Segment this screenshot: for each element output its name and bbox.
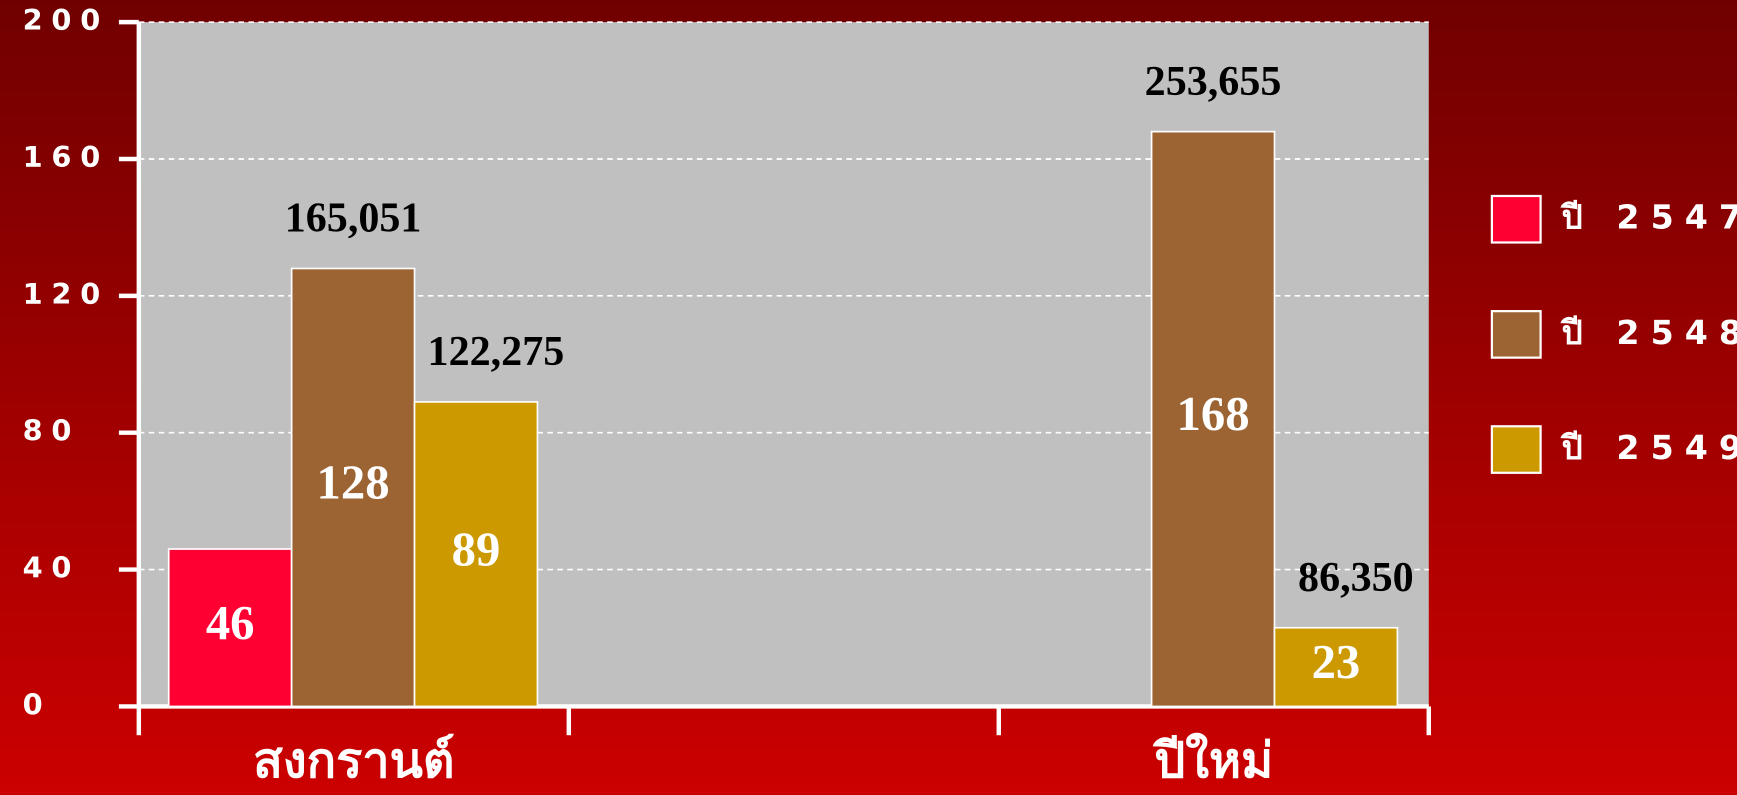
annotation: 165,051 <box>285 196 422 242</box>
data-label: 46 <box>206 596 255 650</box>
x-tick-label: ปีใหม่ <box>1152 732 1273 789</box>
data-label: 168 <box>1177 387 1250 441</box>
y-tick-label: 160 <box>23 140 110 174</box>
legend-label: ปี 2548 <box>1560 313 1737 352</box>
y-tick-label: 80 <box>23 414 81 448</box>
bar <box>1273 626 1399 708</box>
bar <box>167 548 293 708</box>
y-tick-label: 40 <box>23 551 81 585</box>
data-label: 23 <box>1312 635 1361 689</box>
legend-label: ปี 2549 <box>1560 428 1737 467</box>
data-label: 89 <box>452 522 501 576</box>
legend-swatch <box>1490 425 1542 474</box>
y-tick-label: 0 <box>23 687 52 721</box>
bar <box>413 401 539 708</box>
bar <box>1150 130 1276 708</box>
y-tick-label: 120 <box>23 277 110 311</box>
legend-label: ปี 2547 <box>1560 198 1737 237</box>
annotation: 253,655 <box>1145 59 1282 105</box>
annotation: 86,350 <box>1298 555 1414 601</box>
x-tick-label: สงกรานต์ <box>253 733 454 789</box>
annotation: 122,275 <box>428 329 565 375</box>
data-label: 128 <box>317 456 390 510</box>
legend-swatch <box>1490 194 1542 244</box>
y-tick-label: 200 <box>23 3 110 37</box>
legend-swatch <box>1490 310 1542 359</box>
